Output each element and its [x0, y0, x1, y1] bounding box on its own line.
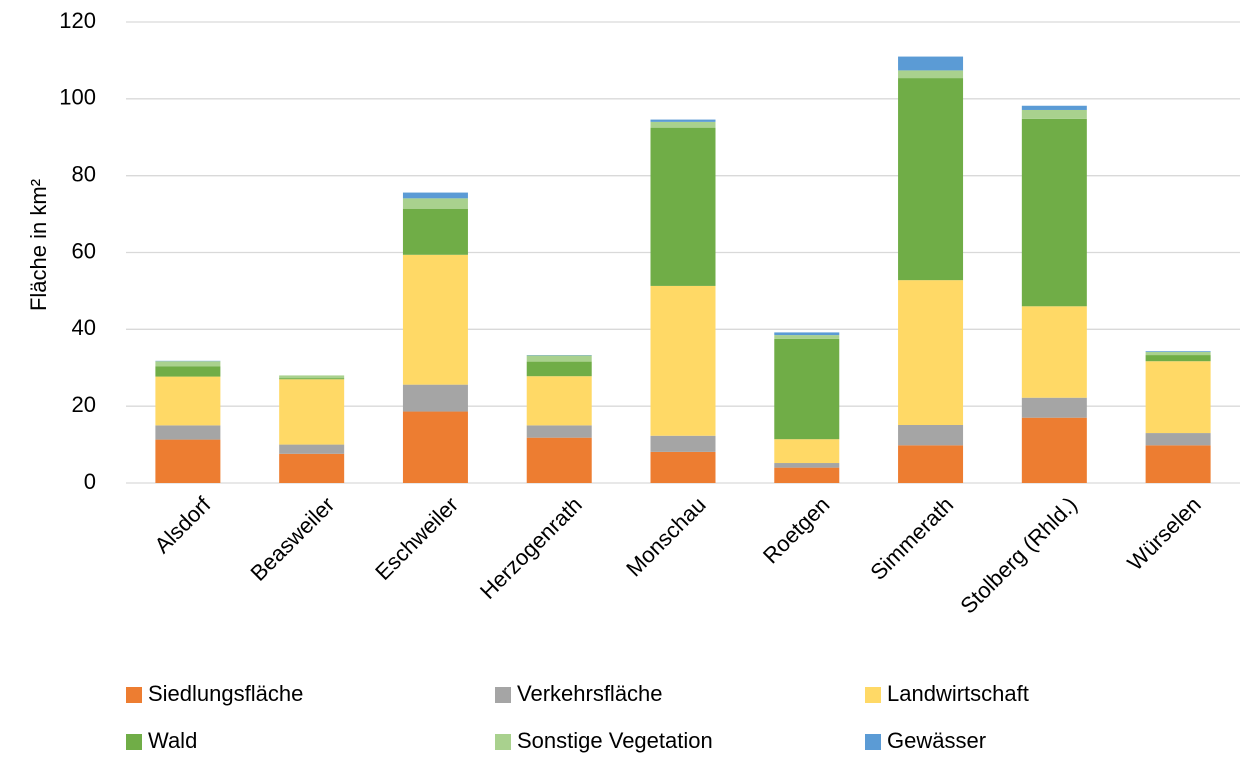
y-tick-label: 20 — [72, 392, 96, 417]
bar-segment — [1145, 351, 1211, 352]
bar-segment — [774, 467, 840, 483]
bar-segment — [898, 70, 964, 79]
bar-segment — [526, 437, 592, 483]
legend-swatch — [865, 734, 881, 750]
bar-segment — [650, 435, 716, 452]
x-tick-label: Alsdorf — [149, 491, 216, 558]
bar-segment — [650, 127, 716, 286]
legend-swatch — [495, 687, 511, 703]
legend-label: Sonstige Vegetation — [517, 728, 713, 753]
legend-swatch — [865, 687, 881, 703]
y-tick-label: 80 — [72, 161, 96, 186]
x-tick-label: Roetgen — [758, 492, 835, 569]
bar-segment — [774, 338, 840, 440]
bar-segment — [650, 121, 716, 128]
bar-segment — [402, 208, 468, 255]
bar-segment — [898, 424, 964, 446]
bar-segment — [526, 355, 592, 362]
bar-segment — [898, 280, 964, 425]
bar-segment — [279, 379, 345, 445]
y-tick-label: 0 — [84, 469, 96, 494]
bar-segment — [650, 285, 716, 436]
legend-swatch — [126, 734, 142, 750]
bar-segment — [1145, 361, 1211, 434]
x-axis-ticks: Alsdorf Beasweiler Eschweiler Herzogenrath M… — [149, 491, 1205, 618]
y-tick-label: 40 — [72, 315, 96, 340]
bar-segment — [774, 463, 840, 468]
bar-segment — [155, 425, 221, 440]
y-axis-label: Fläche in km² — [26, 179, 51, 311]
bar-segment — [898, 445, 964, 483]
x-tick-label: Stolberg (Rhld.) — [955, 492, 1082, 619]
bar-segment — [774, 332, 840, 336]
bar-segment — [1021, 118, 1087, 307]
y-tick-label: 120 — [59, 8, 96, 33]
bar-segment — [402, 254, 468, 385]
bar-segment — [1021, 397, 1087, 418]
bar-segment — [526, 376, 592, 426]
bar-segment — [1021, 109, 1087, 119]
x-tick-label: Herzogenrath — [475, 492, 587, 604]
bar-segment — [526, 425, 592, 438]
bar-segment — [650, 119, 716, 122]
bar-segment — [279, 444, 345, 454]
x-tick-label: Monschau — [621, 492, 710, 581]
legend-swatch — [495, 734, 511, 750]
bar-segment — [1145, 445, 1211, 483]
bar-segment — [1145, 351, 1211, 356]
bar-segment — [155, 361, 221, 367]
bar-segment — [1145, 433, 1211, 446]
bar-segment — [650, 451, 716, 483]
bar-segment — [402, 384, 468, 412]
bar-segment — [774, 335, 840, 339]
bars — [155, 56, 1211, 483]
x-tick-label: Würselen — [1122, 492, 1205, 575]
bar-segment — [402, 192, 468, 199]
bar-segment — [279, 378, 345, 380]
legend-label: Verkehrsfläche — [517, 681, 663, 706]
bar-segment — [1021, 306, 1087, 398]
bar-segment — [155, 376, 221, 426]
legend-label: Landwirtschaft — [887, 681, 1029, 706]
y-tick-label: 60 — [72, 238, 96, 263]
x-tick-label: Eschweiler — [370, 492, 463, 585]
bar-segment — [1021, 417, 1087, 483]
bar-segment — [155, 439, 221, 483]
bar-segment — [155, 366, 221, 377]
bar-segment — [402, 411, 468, 483]
legend-label: Wald — [148, 728, 197, 753]
x-tick-label: Beasweiler — [246, 492, 340, 586]
bar-segment — [774, 439, 840, 464]
bar-segment — [526, 361, 592, 377]
legend-label: Gewässer — [887, 728, 986, 753]
bar-segment — [898, 56, 964, 71]
bar-segment — [279, 453, 345, 483]
bar-segment — [898, 78, 964, 281]
bar-segment — [402, 198, 468, 209]
bar-segment — [279, 375, 345, 379]
bar-segment — [1145, 355, 1211, 362]
y-tick-label: 100 — [59, 85, 96, 110]
legend-label: Siedlungsfläche — [148, 681, 303, 706]
x-tick-label: Simmerath — [865, 492, 958, 585]
bar-segment — [1021, 105, 1087, 110]
legend: Siedlungsfläche Verkehrsfläche Landwirtsch… — [126, 681, 1029, 753]
legend-swatch — [126, 687, 142, 703]
y-axis-ticks: 0 20 40 60 80 100 120 — [59, 8, 96, 494]
